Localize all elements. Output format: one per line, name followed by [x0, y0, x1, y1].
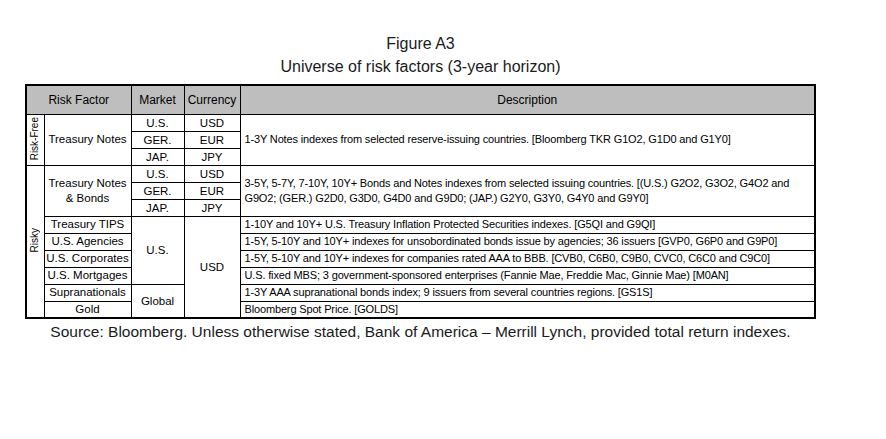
col-header-currency: Currency	[184, 85, 240, 114]
description-treasury-tips: 1-10Y and 10Y+ U.S. Treasury Inflation P…	[240, 216, 815, 233]
figure-page: Figure A3 Universe of risk factors (3-ye…	[0, 0, 886, 439]
description-gold: Bloomberg Spot Price. [GOLDS]	[240, 301, 815, 318]
description-treasury-notes-bonds: 3-5Y, 5-7Y, 7-10Y, 10Y+ Bonds and Notes …	[240, 165, 815, 216]
factor-us-agencies: U.S. Agencies	[44, 233, 131, 250]
market-cell: U.S.	[131, 165, 184, 182]
factor-gold: Gold	[44, 301, 131, 318]
currency-cell: JPY	[184, 148, 240, 165]
market-cell: GER.	[131, 131, 184, 148]
currency-usd-cell: USD	[184, 216, 240, 318]
factor-supranationals: Supranationals	[44, 284, 131, 301]
risk-factors-table: Risk Factor Market Currency Description …	[25, 84, 816, 319]
figure-number: Figure A3	[25, 32, 816, 55]
factor-us-mortgages: U.S. Mortgages	[44, 267, 131, 284]
description-treasury-notes: 1-3Y Notes indexes from selected reserve…	[240, 114, 815, 165]
source-note: Source: Bloomberg. Unless otherwise stat…	[25, 322, 816, 342]
factor-us-corporates: U.S. Corporates	[44, 250, 131, 267]
table-row: Supranationals Global 1-3Y AAA supranati…	[26, 284, 815, 301]
currency-cell: EUR	[184, 131, 240, 148]
description-us-agencies: 1-5Y, 5-10Y and 10Y+ indexes for unsobor…	[240, 233, 815, 250]
market-cell: JAP.	[131, 148, 184, 165]
col-header-description: Description	[240, 85, 815, 114]
currency-cell: USD	[184, 114, 240, 131]
market-global-cell: Global	[131, 284, 184, 318]
market-us-cell: U.S.	[131, 216, 184, 284]
description-us-mortgages: U.S. fixed MBS; 3 government-sponsored e…	[240, 267, 815, 284]
market-cell: GER.	[131, 182, 184, 199]
table-row: Risk-Free Treasury Notes U.S. USD 1-3Y N…	[26, 114, 815, 131]
factor-treasury-notes-bonds: Treasury Notes & Bonds	[44, 165, 131, 216]
factor-treasury-tips: Treasury TIPS	[44, 216, 131, 233]
group-label-risky-cell: Risky	[26, 165, 44, 318]
group-label-risk-free-cell: Risk-Free	[26, 114, 44, 165]
currency-cell: JPY	[184, 199, 240, 216]
figure-title: Universe of risk factors (3-year horizon…	[25, 55, 816, 78]
group-label-risky: Risky	[30, 228, 40, 252]
header-row: Risk Factor Market Currency Description	[26, 85, 815, 114]
market-cell: U.S.	[131, 114, 184, 131]
figure-container: Figure A3 Universe of risk factors (3-ye…	[25, 32, 816, 342]
currency-cell: USD	[184, 165, 240, 182]
description-us-corporates: 1-5Y, 5-10Y and 10Y+ indexes for compani…	[240, 250, 815, 267]
market-cell: JAP.	[131, 199, 184, 216]
col-header-market: Market	[131, 85, 184, 114]
currency-cell: EUR	[184, 182, 240, 199]
group-label-risk-free: Risk-Free	[30, 117, 40, 160]
table-row: Treasury TIPS U.S. USD 1-10Y and 10Y+ U.…	[26, 216, 815, 233]
description-supranationals: 1-3Y AAA supranational bonds index; 9 is…	[240, 284, 815, 301]
col-header-risk-factor: Risk Factor	[26, 85, 131, 114]
factor-treasury-notes: Treasury Notes	[44, 114, 131, 165]
table-row: Risky Treasury Notes & Bonds U.S. USD 3-…	[26, 165, 815, 182]
